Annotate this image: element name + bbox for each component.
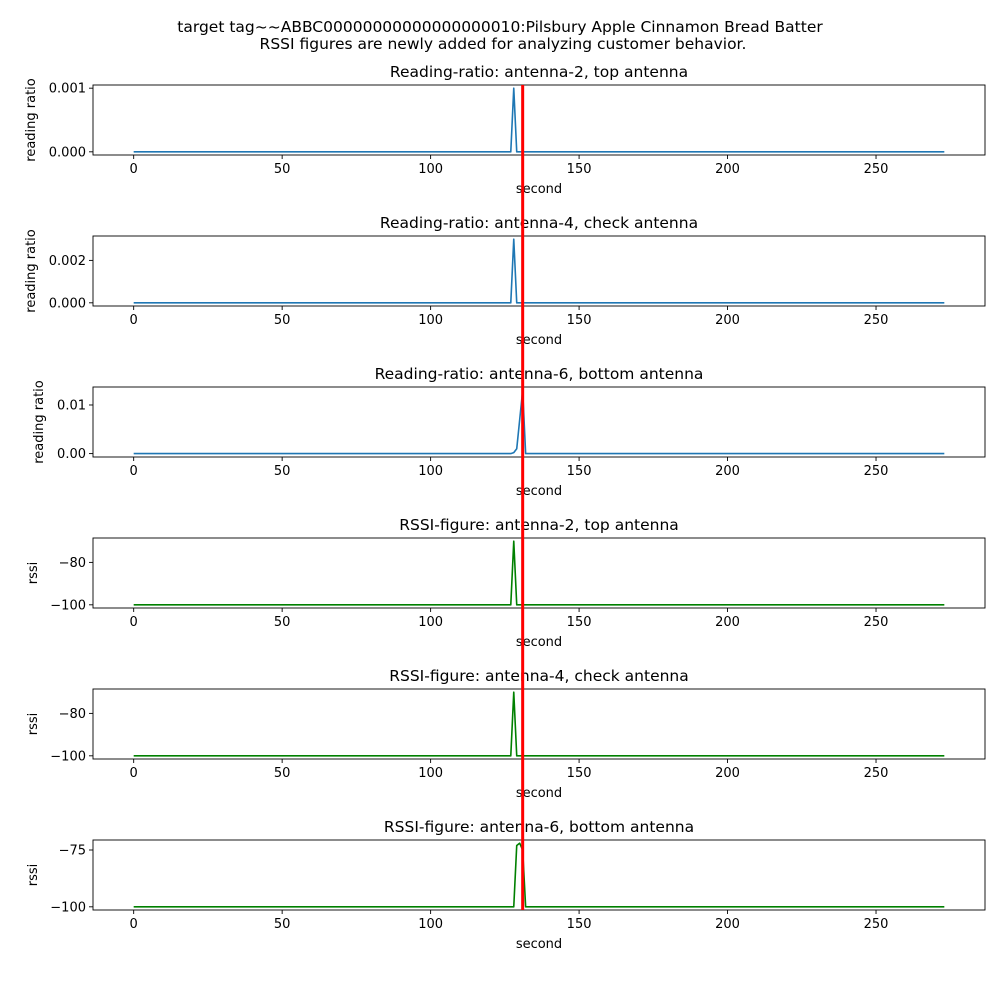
chart-1-xlabel: second bbox=[516, 182, 562, 197]
chart-6-series-1-line bbox=[133, 842, 945, 908]
chart-3-xlabel: second bbox=[516, 484, 562, 499]
chart-2-axes-frame bbox=[92, 235, 986, 307]
chart-1-xtick-label: 200 bbox=[715, 162, 740, 177]
chart-4-series-1-line bbox=[133, 540, 945, 606]
chart-1-ytick-label: 0.001 bbox=[49, 82, 86, 97]
chart-6-xtick-label: 0 bbox=[130, 917, 138, 932]
chart-6-xlabel: second bbox=[516, 937, 562, 952]
chart-2-ytick-label: 0.002 bbox=[49, 254, 86, 269]
chart-6-ytick-label: −75 bbox=[59, 844, 86, 859]
chart-5-series-1-line bbox=[133, 691, 945, 757]
chart-6-xtick-label: 100 bbox=[418, 917, 443, 932]
chart-1-xtick-label: 250 bbox=[864, 162, 889, 177]
chart-4-ytick-label: −80 bbox=[59, 556, 86, 571]
subplot-panels: Reading-ratio: antenna-2, top antenna 0 50… bbox=[24, 63, 986, 952]
chart-3-xtick-label: 200 bbox=[715, 464, 740, 479]
chart-6-ylabel: rssi bbox=[26, 864, 41, 887]
figure-suptitle-line2: RSSI figures are newly added for analyzi… bbox=[260, 35, 747, 53]
chart-6-xtick-label: 250 bbox=[864, 917, 889, 932]
chart-2-ylabel: reading ratio bbox=[24, 229, 39, 313]
chart-6-axes-frame bbox=[92, 839, 986, 911]
chart-2-xtick-label: 100 bbox=[418, 313, 443, 328]
chart-4-axes-frame bbox=[92, 537, 986, 609]
chart-5-xtick-label: 50 bbox=[274, 766, 291, 781]
chart-3-axes-frame bbox=[92, 386, 986, 458]
chart-5-ylabel: rssi bbox=[26, 713, 41, 736]
chart-2-xtick-label: 150 bbox=[567, 313, 592, 328]
chart-1-ylabel: reading ratio bbox=[24, 78, 39, 162]
chart-5-xtick-label: 150 bbox=[567, 766, 592, 781]
chart-3: Reading-ratio: antenna-6, bottom antenna… bbox=[32, 365, 986, 499]
chart-5-xtick-label: 100 bbox=[418, 766, 443, 781]
chart-3-ylabel: reading ratio bbox=[32, 380, 47, 464]
chart-5-title: RSSI-figure: antenna-4, check antenna bbox=[389, 667, 689, 685]
chart-3-xtick-label: 250 bbox=[864, 464, 889, 479]
chart-6-xtick-label: 50 bbox=[274, 917, 291, 932]
chart-5-ytick-label: −80 bbox=[59, 707, 86, 722]
chart-2-xtick-label: 200 bbox=[715, 313, 740, 328]
chart-1-xtick-label: 100 bbox=[418, 162, 443, 177]
chart-3-xtick-label: 50 bbox=[274, 464, 291, 479]
chart-2: Reading-ratio: antenna-4, check antenna 0… bbox=[24, 214, 986, 348]
chart-1-xtick-label: 150 bbox=[567, 162, 592, 177]
chart-1-axes-frame bbox=[92, 84, 986, 156]
chart-4-xtick-label: 0 bbox=[130, 615, 138, 630]
chart-3-ytick-label: 0.00 bbox=[57, 447, 86, 462]
chart-2-xlabel: second bbox=[516, 333, 562, 348]
chart-4-xtick-label: 150 bbox=[567, 615, 592, 630]
chart-4-xtick-label: 100 bbox=[418, 615, 443, 630]
chart-4-xtick-label: 250 bbox=[864, 615, 889, 630]
chart-4-xtick-label: 50 bbox=[274, 615, 291, 630]
chart-5-xtick-label: 200 bbox=[715, 766, 740, 781]
chart-2-xtick-label: 250 bbox=[864, 313, 889, 328]
chart-6: RSSI-figure: antenna-6, bottom antenna 0 5… bbox=[26, 818, 986, 952]
chart-6-ytick-label: −100 bbox=[50, 900, 86, 915]
chart-3-xtick-label: 150 bbox=[567, 464, 592, 479]
chart-1: Reading-ratio: antenna-2, top antenna 0 50… bbox=[24, 63, 986, 197]
chart-2-ytick-label: 0.000 bbox=[49, 296, 86, 311]
chart-4-xlabel: second bbox=[516, 635, 562, 650]
chart-3-ytick-label: 0.01 bbox=[57, 398, 86, 413]
figure-suptitle-line1: target tag~~ABBC00000000000000000010:Pil… bbox=[177, 18, 823, 36]
chart-4-xtick-label: 200 bbox=[715, 615, 740, 630]
chart-4: RSSI-figure: antenna-2, top antenna 0 50 10… bbox=[26, 516, 986, 650]
chart-5-xtick-label: 0 bbox=[130, 766, 138, 781]
chart-1-xtick-label: 0 bbox=[130, 162, 138, 177]
chart-4-ylabel: rssi bbox=[26, 562, 41, 585]
chart-3-xtick-label: 100 bbox=[418, 464, 443, 479]
chart-5: RSSI-figure: antenna-4, check antenna 0 50… bbox=[26, 667, 986, 801]
chart-2-xtick-label: 0 bbox=[130, 313, 138, 328]
chart-2-xtick-label: 50 bbox=[274, 313, 291, 328]
chart-2-title: Reading-ratio: antenna-4, check antenna bbox=[380, 214, 698, 232]
chart-5-xlabel: second bbox=[516, 786, 562, 801]
chart-4-ytick-label: −100 bbox=[50, 598, 86, 613]
chart-3-series-1-line bbox=[133, 389, 945, 455]
chart-6-xtick-label: 200 bbox=[715, 917, 740, 932]
chart-2-series-1-line bbox=[133, 238, 945, 304]
chart-4-title: RSSI-figure: antenna-2, top antenna bbox=[399, 516, 679, 534]
chart-6-title: RSSI-figure: antenna-6, bottom antenna bbox=[384, 818, 694, 836]
chart-1-series-1-line bbox=[133, 87, 945, 153]
chart-3-xtick-label: 0 bbox=[130, 464, 138, 479]
chart-6-xtick-label: 150 bbox=[567, 917, 592, 932]
chart-3-title: Reading-ratio: antenna-6, bottom antenna bbox=[375, 365, 704, 383]
chart-1-xtick-label: 50 bbox=[274, 162, 291, 177]
chart-5-axes-frame bbox=[92, 688, 986, 760]
chart-5-xtick-label: 250 bbox=[864, 766, 889, 781]
chart-1-ytick-label: 0.000 bbox=[49, 145, 86, 160]
chart-1-title: Reading-ratio: antenna-2, top antenna bbox=[390, 63, 688, 81]
chart-5-ytick-label: −100 bbox=[50, 749, 86, 764]
